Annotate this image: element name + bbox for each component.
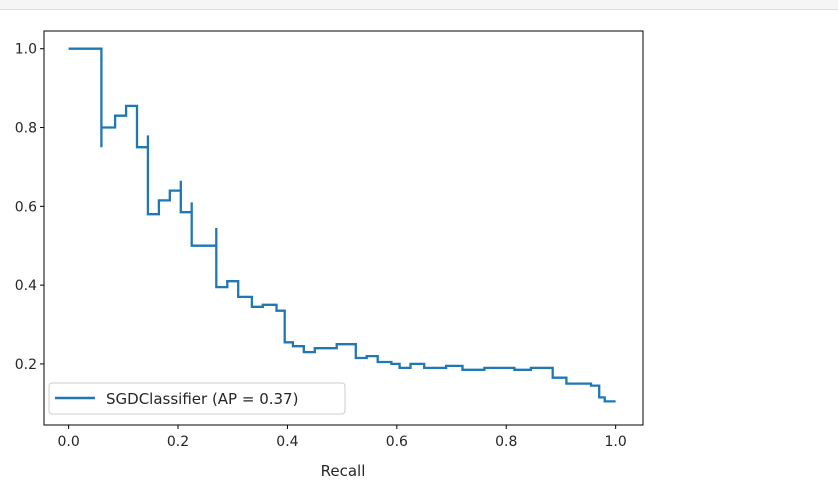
notebook-top-bar xyxy=(0,0,838,10)
x-tick-label: 0.2 xyxy=(167,434,189,450)
x-tick-label: 0.6 xyxy=(386,434,408,450)
x-axis: 0.0 0.2 0.4 0.6 0.8 1.0 xyxy=(57,425,627,450)
y-tick-label: 0.6 xyxy=(15,199,37,215)
x-tick-label: 0.4 xyxy=(276,434,298,450)
y-tick-label: 0.4 xyxy=(15,278,37,294)
x-tick-label: 0.8 xyxy=(495,434,517,450)
x-axis-label: Recall xyxy=(321,462,366,480)
legend-label: SGDClassifier (AP = 0.37) xyxy=(106,390,298,408)
legend-box xyxy=(48,382,346,415)
legend: SGDClassifier (AP = 0.37) xyxy=(48,382,346,415)
y-tick-label: 1.0 xyxy=(15,42,37,58)
plot-area-frame xyxy=(43,30,644,426)
y-tick-label: 0.2 xyxy=(15,357,37,373)
series-group xyxy=(68,47,616,403)
y-axis: 0.2 0.4 0.6 0.8 1.0 xyxy=(15,42,44,373)
y-tick-label: 0.8 xyxy=(15,121,37,137)
x-tick-label: 0.0 xyxy=(57,434,79,450)
precision-recall-curve xyxy=(68,47,616,403)
x-tick-label: 1.0 xyxy=(605,434,627,450)
